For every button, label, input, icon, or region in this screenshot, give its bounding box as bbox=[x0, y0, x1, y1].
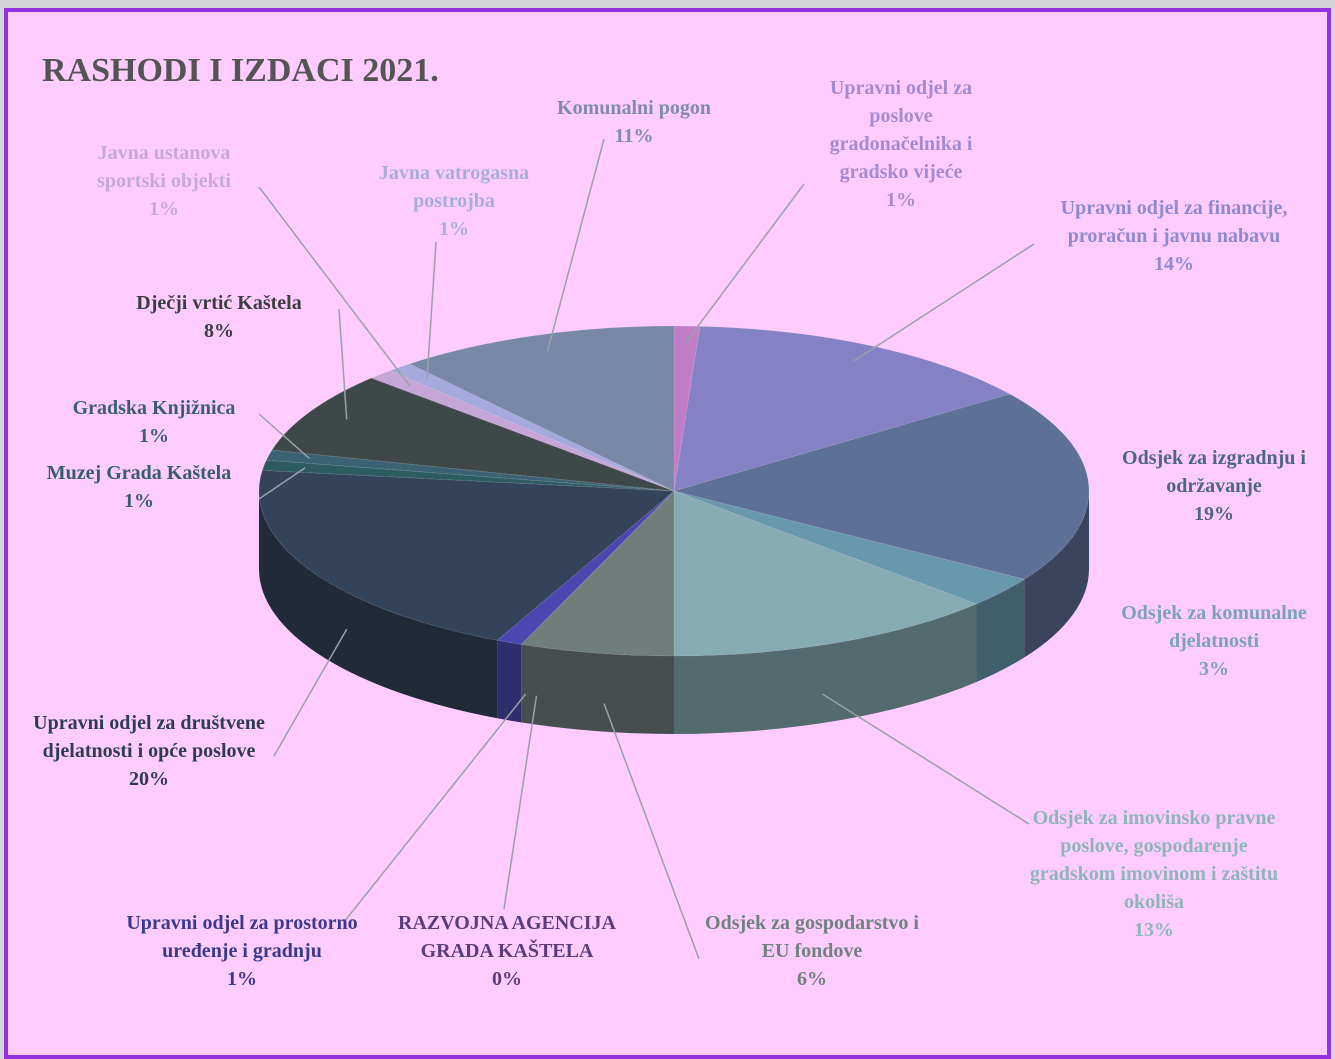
slice-label: Gradska Knjižnica 1% bbox=[34, 394, 274, 450]
leader-line bbox=[258, 186, 411, 387]
slice-name: Komunalni pogon bbox=[557, 97, 711, 119]
slice-side bbox=[259, 491, 498, 719]
slice-label: Muzej Grada Kaštela 1% bbox=[14, 459, 264, 515]
slice-label: Javna ustanova sportski objekti 1% bbox=[64, 139, 264, 223]
pie-slice bbox=[673, 490, 978, 657]
slice-name: Upravni odjel za prostorno uređenje i gr… bbox=[126, 912, 358, 962]
pie-slice bbox=[388, 363, 675, 492]
slice-name: Odsjek za izgradnju i održavanje bbox=[1122, 447, 1306, 497]
leader-line bbox=[343, 693, 527, 923]
slice-name: Gradska Knjižnica bbox=[72, 397, 236, 419]
slice-label: Javna vatrogasna postrojba 1% bbox=[354, 159, 554, 243]
leader-line bbox=[273, 628, 348, 757]
pie-tops bbox=[258, 325, 1090, 657]
slice-label: RAZVOJNA AGENCIJA GRADA KAŠTELA 0% bbox=[387, 909, 627, 993]
pie-slice bbox=[672, 393, 1090, 580]
leader-line bbox=[546, 138, 605, 352]
slice-label: Upravni odjel za poslove gradonačelnika … bbox=[801, 74, 1001, 214]
slice-name: Dječji vrtić Kaštela bbox=[136, 292, 302, 314]
pie-slice bbox=[258, 469, 676, 641]
pie-slice bbox=[520, 489, 675, 657]
slice-value: 3% bbox=[1199, 658, 1229, 680]
pie-slice bbox=[673, 325, 701, 492]
chart-frame: RASHODI I IZDACI 2021. Upravni odjel za … bbox=[4, 8, 1331, 1059]
leader-line bbox=[503, 695, 538, 910]
slice-value: 1% bbox=[139, 425, 169, 447]
slice-label: Upravni odjel za društvene djelatnosti i… bbox=[14, 709, 284, 793]
pie-slice bbox=[673, 490, 1026, 605]
slice-label: Odsjek za izgradnju i održavanje 19% bbox=[1079, 444, 1335, 528]
pie-slice bbox=[496, 490, 675, 645]
leader-line bbox=[338, 308, 348, 420]
pie-slice bbox=[370, 370, 675, 492]
slice-value: 20% bbox=[129, 768, 169, 790]
slice-label: Dječji vrtić Kaštela 8% bbox=[99, 289, 339, 345]
pie-slice bbox=[673, 325, 1012, 492]
slice-label: Komunalni pogon 11% bbox=[519, 94, 749, 150]
chart bbox=[258, 138, 1090, 960]
slice-value: 6% bbox=[797, 968, 827, 990]
pie-slice bbox=[265, 449, 675, 492]
slice-label: Upravni odjel za financije, proračun i j… bbox=[1049, 194, 1299, 278]
slice-side bbox=[674, 603, 977, 734]
slice-name: Javna ustanova sportski objekti bbox=[97, 142, 231, 192]
slice-side bbox=[497, 640, 522, 723]
slice-name: RAZVOJNA AGENCIJA GRADA KAŠTELA bbox=[398, 912, 616, 962]
leader-line bbox=[821, 693, 1030, 825]
slice-value: 1% bbox=[149, 198, 179, 220]
chart-title: RASHODI I IZDACI 2021. bbox=[42, 52, 439, 89]
slice-side bbox=[521, 644, 674, 734]
slice-value: 11% bbox=[614, 125, 654, 147]
pie-slice bbox=[408, 325, 675, 492]
pie-slice bbox=[261, 459, 675, 492]
slice-value: 1% bbox=[227, 968, 257, 990]
leader-line bbox=[685, 183, 805, 344]
slice-side bbox=[1024, 491, 1089, 658]
slice-value: 8% bbox=[204, 320, 234, 342]
slice-name: Odsjek za imovinsko pravne poslove, gosp… bbox=[1029, 807, 1279, 913]
leader-line bbox=[603, 703, 700, 960]
slice-value: 13% bbox=[1134, 919, 1174, 941]
pie-slice bbox=[271, 377, 675, 492]
slice-label: Odsjek za imovinsko pravne poslove, gosp… bbox=[1024, 804, 1284, 944]
slice-label: Odsjek za gospodarstvo i EU fondove 6% bbox=[702, 909, 922, 993]
leader-line bbox=[258, 413, 310, 460]
slice-side bbox=[976, 579, 1025, 682]
slice-label: Odsjek za komunalne djelatnosti 3% bbox=[1084, 599, 1335, 683]
leader-line bbox=[853, 243, 1035, 362]
slice-value: 19% bbox=[1194, 503, 1234, 525]
leader-line bbox=[258, 467, 306, 500]
leader-lines bbox=[258, 138, 1035, 960]
slice-value: 1% bbox=[439, 218, 469, 240]
pie-sides bbox=[259, 491, 1089, 734]
slice-value: 14% bbox=[1154, 253, 1194, 275]
slice-value: 1% bbox=[886, 189, 916, 211]
slice-name: Upravni odjel za poslove gradonačelnika … bbox=[829, 77, 973, 183]
slice-name: Muzej Grada Kaštela bbox=[46, 462, 232, 484]
slice-value: 1% bbox=[124, 490, 154, 512]
slice-value: 0% bbox=[492, 968, 522, 990]
slice-name: Odsjek za gospodarstvo i EU fondove bbox=[705, 912, 919, 962]
leader-line bbox=[426, 241, 437, 380]
slice-name: Javna vatrogasna postrojba bbox=[378, 162, 530, 212]
slice-label: Upravni odjel za prostorno uređenje i gr… bbox=[122, 909, 362, 993]
slice-name: Odsjek za komunalne djelatnosti bbox=[1121, 602, 1307, 652]
slice-name: Upravni odjel za financije, proračun i j… bbox=[1060, 197, 1288, 247]
slice-name: Upravni odjel za društvene djelatnosti i… bbox=[33, 712, 265, 762]
